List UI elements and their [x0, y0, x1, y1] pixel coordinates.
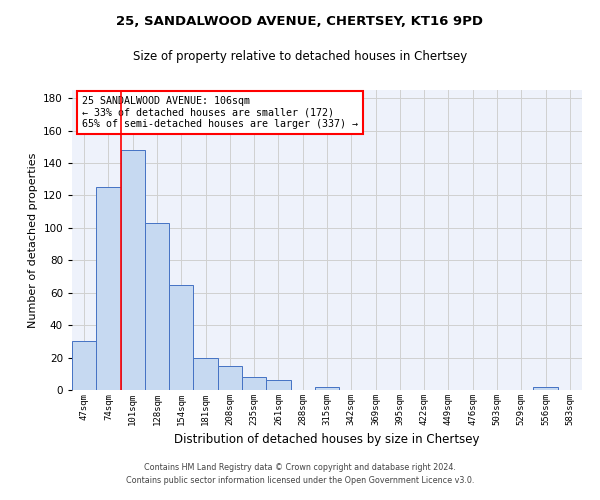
Bar: [315, 387, 339, 390]
Text: 25, SANDALWOOD AVENUE, CHERTSEY, KT16 9PD: 25, SANDALWOOD AVENUE, CHERTSEY, KT16 9P…: [116, 15, 484, 28]
Bar: [266, 380, 290, 390]
Bar: [169, 284, 193, 390]
Bar: [218, 366, 242, 390]
Y-axis label: Number of detached properties: Number of detached properties: [28, 152, 38, 328]
Bar: [96, 188, 121, 390]
Text: 25 SANDALWOOD AVENUE: 106sqm
← 33% of detached houses are smaller (172)
65% of s: 25 SANDALWOOD AVENUE: 106sqm ← 33% of de…: [82, 96, 358, 129]
Bar: [121, 150, 145, 390]
Bar: [193, 358, 218, 390]
Bar: [533, 387, 558, 390]
Bar: [242, 377, 266, 390]
Bar: [72, 342, 96, 390]
Text: Contains HM Land Registry data © Crown copyright and database right 2024.
Contai: Contains HM Land Registry data © Crown c…: [126, 464, 474, 485]
Bar: [145, 223, 169, 390]
Text: Size of property relative to detached houses in Chertsey: Size of property relative to detached ho…: [133, 50, 467, 63]
X-axis label: Distribution of detached houses by size in Chertsey: Distribution of detached houses by size …: [174, 434, 480, 446]
